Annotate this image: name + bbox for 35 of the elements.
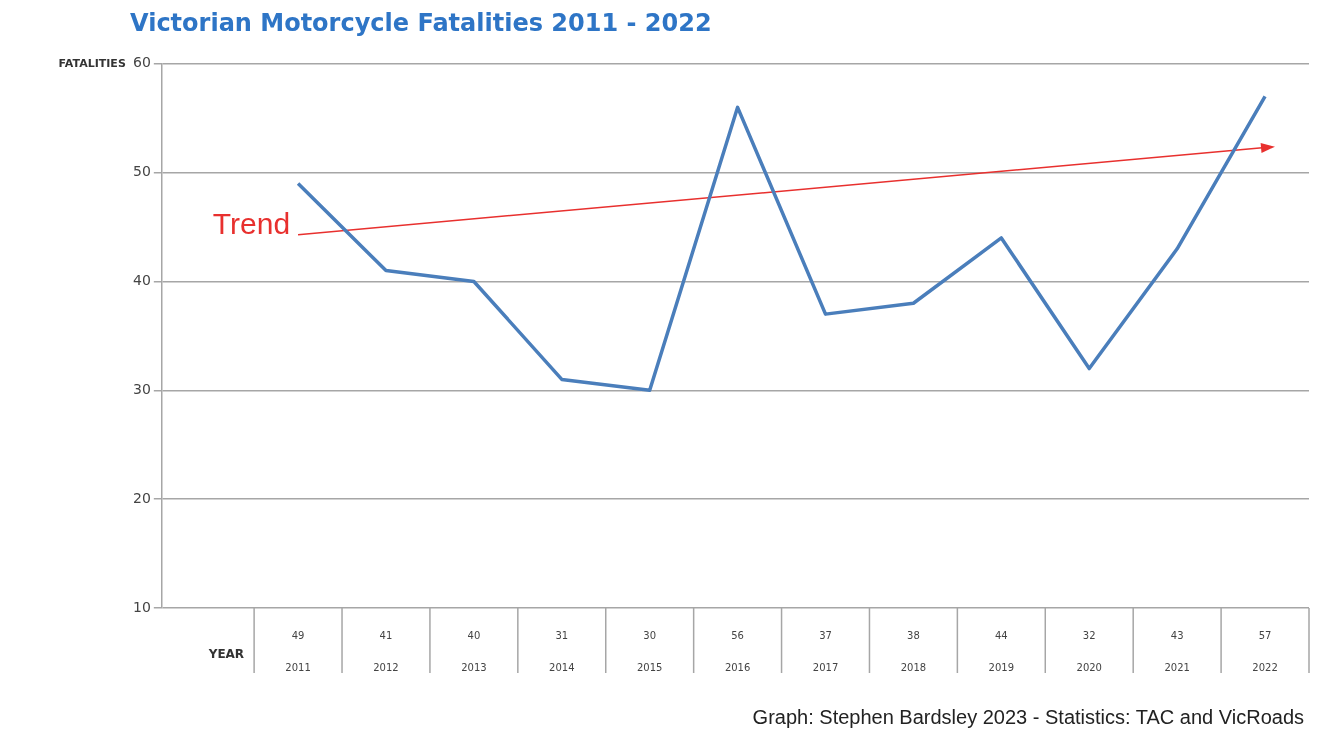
y-tick-label: 50	[132, 163, 151, 180]
data-label: 41	[379, 629, 393, 641]
data-label: 44	[994, 629, 1008, 641]
x-tick-label: 2011	[285, 661, 311, 673]
y-tick-label: 20	[132, 489, 151, 506]
data-label: 31	[555, 629, 569, 641]
x-tick-label: 2020	[1076, 661, 1102, 673]
x-tick-label: 2017	[812, 661, 839, 673]
data-label: 37	[819, 629, 832, 641]
y-tick-label: 40	[132, 272, 151, 289]
x-tick-label: 2013	[461, 661, 487, 673]
y-tick-label: 30	[132, 380, 151, 397]
x-tick-label: 2018	[900, 661, 927, 673]
data-label: 56	[731, 629, 744, 641]
text: Graph: Stephen Bardsley 2023 - Statistics: TAC and VicRoads	[752, 705, 1304, 728]
data-label: 32	[1082, 629, 1096, 641]
data-label: 30	[643, 629, 657, 641]
x-tick-label: 2016	[724, 661, 751, 673]
x-tick-label: 2019	[988, 661, 1015, 673]
y-axis-title: FATALITIES	[58, 56, 126, 70]
x-axis-title: YEAR	[207, 647, 245, 662]
data-label: 40	[467, 629, 481, 641]
x-tick-label: 2014	[549, 661, 575, 673]
x-tick-label: 2021	[1164, 661, 1190, 673]
y-tick-label: 10	[132, 598, 151, 615]
data-label: 43	[1170, 629, 1184, 641]
data-label: 57	[1258, 629, 1272, 641]
x-tick-label: 2012	[373, 661, 399, 673]
series-label: Trend	[212, 206, 291, 240]
data-label: 49	[291, 629, 305, 641]
x-tick-label: 2015	[636, 661, 663, 673]
y-tick-label: 60	[132, 54, 151, 71]
data-label: 38	[907, 629, 920, 641]
x-tick-label: 2022	[1252, 661, 1278, 673]
chart-title: Victorian Motorcycle Fatalities 2011 - 2022	[130, 8, 712, 37]
